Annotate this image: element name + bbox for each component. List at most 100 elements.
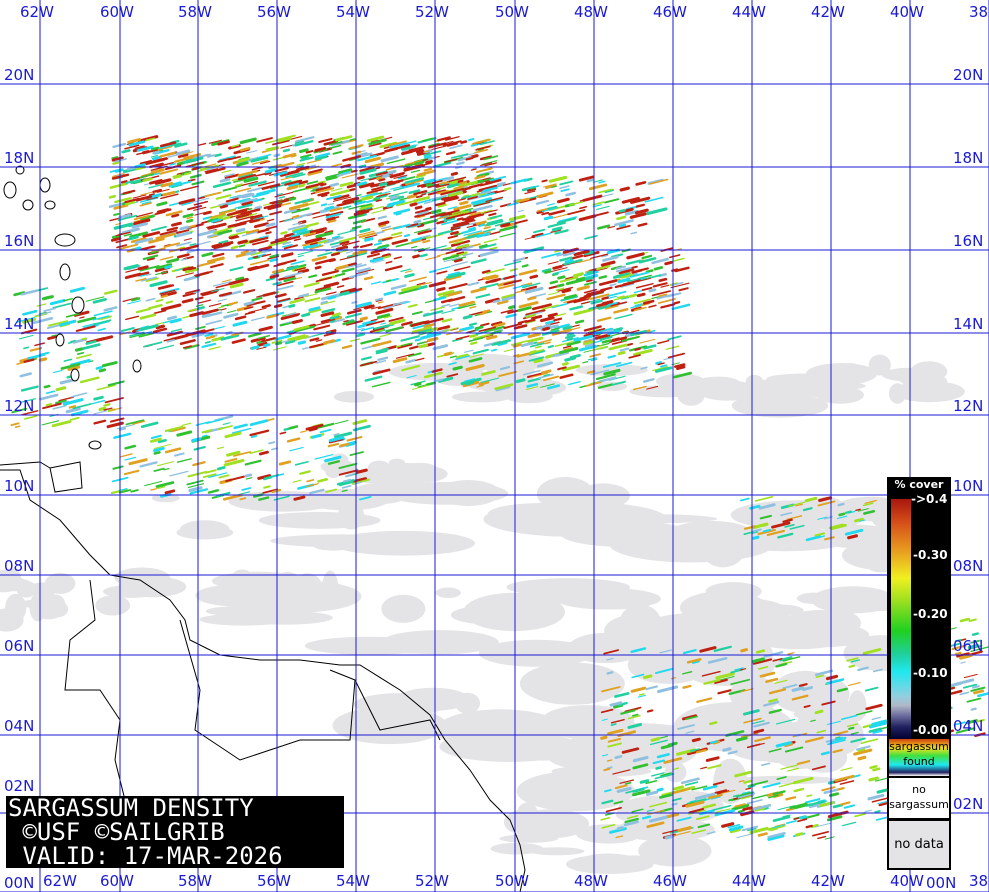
sargassum-streak — [135, 277, 147, 282]
sargassum-streak — [460, 140, 468, 144]
sargassum-streak — [557, 197, 570, 204]
sargassum-streak — [534, 232, 551, 238]
sargassum-streak — [213, 228, 229, 235]
sargassum-streak — [583, 339, 592, 343]
sargassum-streak — [228, 301, 238, 306]
sargassum-streak — [348, 271, 369, 279]
sargassum-streak — [472, 138, 491, 145]
sargassum-streak — [380, 322, 387, 325]
sargassum-streak — [245, 250, 257, 256]
sargassum-streak — [98, 406, 107, 412]
sargassum-streak — [328, 319, 336, 323]
sargassum-streak — [118, 213, 132, 219]
sargassum-streak — [377, 244, 390, 250]
sargassum-streak — [736, 791, 755, 798]
sargassum-streak — [217, 425, 233, 431]
sargassum-streak — [237, 239, 248, 245]
sargassum-streak — [366, 188, 384, 194]
sargassum-streak — [160, 256, 174, 261]
sargassum-streak — [217, 229, 233, 236]
sargassum-streak — [437, 289, 455, 297]
sargassum-streak — [47, 335, 58, 340]
sargassum-streak — [804, 496, 818, 503]
sargassum-streak — [65, 407, 81, 414]
sargassum-streak — [969, 650, 983, 656]
sargassum-streak — [166, 226, 179, 232]
sargassum-streak — [314, 265, 322, 270]
sargassum-streak — [273, 262, 287, 268]
sargassum-streak — [782, 518, 793, 523]
sargassum-streak — [432, 344, 449, 351]
sargassum-streak — [16, 316, 36, 323]
sargassum-streak — [863, 509, 875, 515]
sargassum-streak — [484, 209, 498, 214]
sargassum-streak — [507, 309, 521, 315]
sargassum-streak — [137, 265, 149, 271]
no-data-patch — [114, 567, 170, 588]
sargassum-streak — [862, 648, 882, 655]
sargassum-streak — [385, 326, 403, 333]
sargassum-streak — [338, 469, 359, 476]
sargassum-streak — [667, 335, 682, 341]
sargassum-streak — [627, 714, 641, 720]
sargassum-streak — [598, 376, 617, 383]
sargassum-streak — [201, 252, 214, 258]
valid-date-line: VALID: 17-MAR-2026 — [8, 842, 283, 870]
sargassum-streak — [444, 158, 458, 163]
sargassum-streak — [237, 157, 250, 163]
sargassum-streak — [645, 685, 658, 691]
sargassum-streak — [469, 353, 485, 358]
sargassum-streak — [134, 237, 154, 245]
sargassum-streak — [505, 313, 517, 319]
sargassum-streak — [671, 257, 685, 263]
sargassum-streak — [728, 825, 744, 832]
sargassum-streak — [557, 275, 566, 280]
sargassum-streak — [633, 306, 647, 312]
sargassum-streak — [586, 289, 606, 296]
sargassum-streak — [125, 419, 145, 426]
sargassum-streak — [217, 298, 228, 302]
island-outline — [71, 296, 85, 314]
sargassum-streak — [283, 244, 299, 250]
sargassum-streak — [456, 217, 464, 221]
sargassum-streak — [327, 295, 337, 300]
sargassum-streak — [547, 221, 566, 228]
sargassum-streak — [349, 338, 361, 342]
sargassum-streak — [508, 214, 526, 222]
sargassum-streak — [798, 683, 808, 687]
sargassum-streak — [453, 185, 465, 190]
sargassum-streak — [740, 794, 754, 800]
sargassum-streak — [359, 316, 368, 321]
sargassum-streak — [478, 380, 490, 386]
sargassum-streak — [793, 776, 814, 785]
sargassum-streak — [645, 780, 658, 785]
sargassum-streak — [465, 156, 474, 161]
sargassum-streak — [231, 338, 246, 344]
sargassum-streak — [456, 353, 469, 359]
sargassum-streak — [436, 287, 446, 292]
sargassum-streak — [414, 338, 422, 342]
sargassum-streak — [362, 319, 377, 325]
sargassum-streak — [113, 212, 120, 216]
sargassum-streak — [379, 333, 391, 338]
sargassum-streak — [834, 774, 855, 782]
sargassum-streak — [475, 200, 483, 204]
sargassum-streak — [170, 426, 186, 433]
no-data-patch — [710, 383, 790, 396]
sargassum-streak — [549, 267, 568, 273]
sargassum-streak — [652, 759, 665, 765]
sargassum-streak — [534, 345, 542, 349]
sargassum-streak — [179, 225, 190, 231]
sargassum-streak — [610, 718, 625, 724]
sargassum-streak — [867, 793, 885, 801]
sargassum-streak — [381, 237, 393, 241]
sargassum-streak — [529, 348, 545, 355]
sargassum-streak — [393, 256, 403, 260]
sargassum-streak — [330, 144, 342, 149]
sargassum-streak — [496, 181, 506, 187]
sargassum-streak — [450, 327, 459, 331]
sargassum-streak — [559, 180, 574, 186]
sargassum-streak — [651, 257, 669, 265]
sargassum-streak — [656, 753, 670, 759]
sargassum-streak — [962, 683, 978, 689]
